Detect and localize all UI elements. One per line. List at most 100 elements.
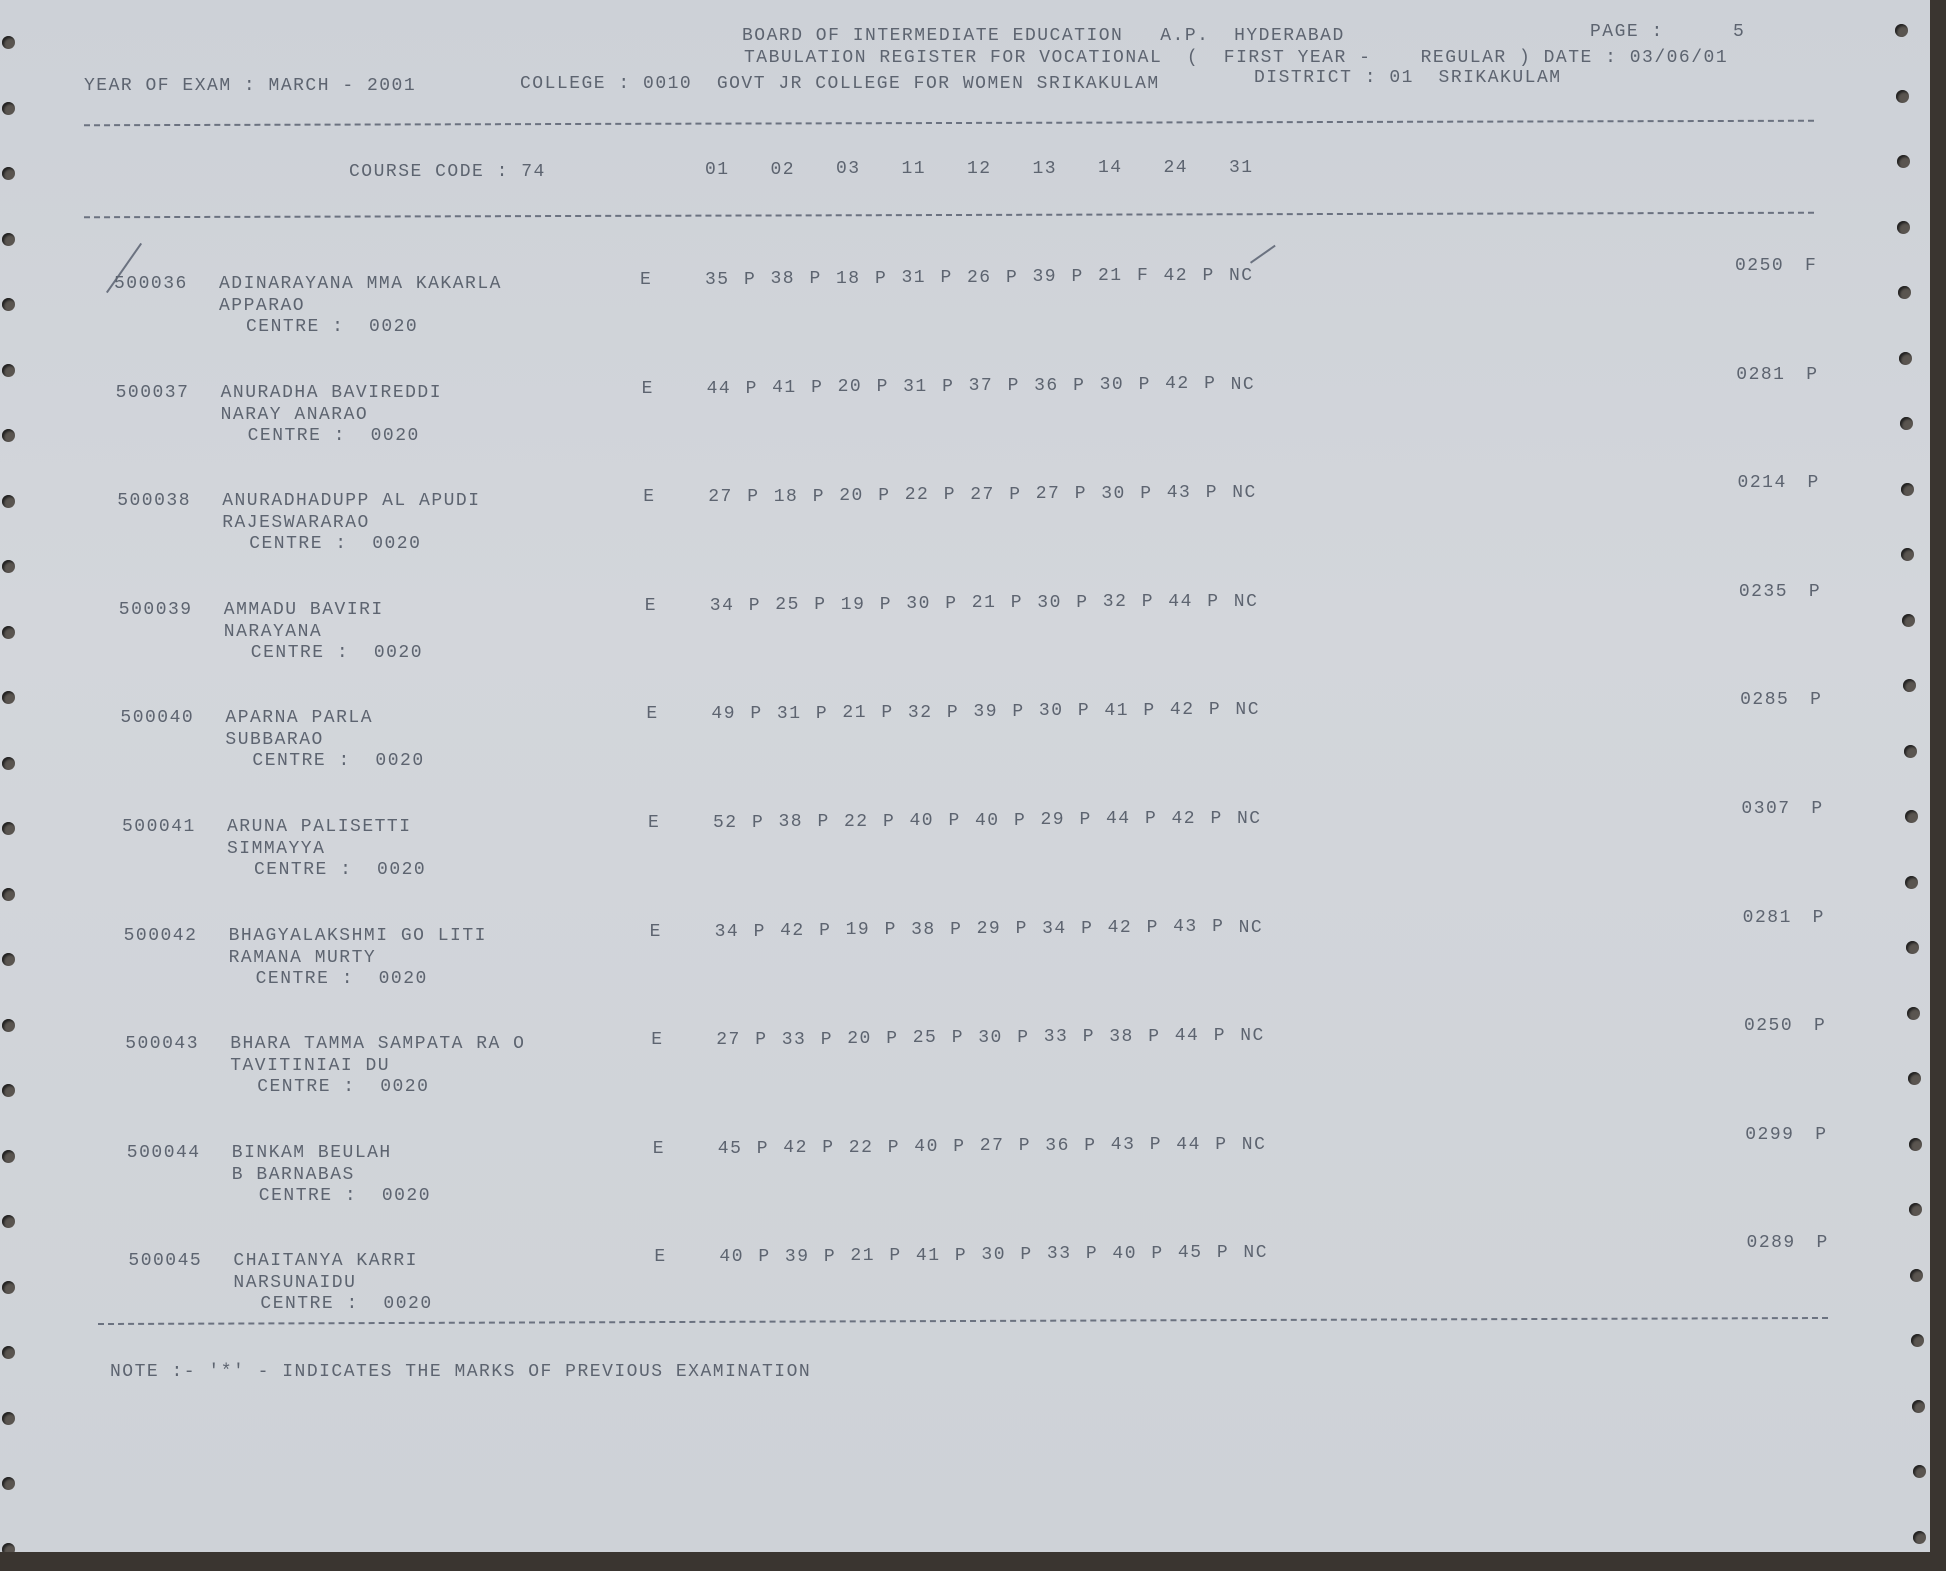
subject-mark: 18 (836, 268, 861, 289)
subject-mark: 34 (714, 921, 740, 942)
page-number: 5 (1733, 22, 1746, 42)
subject-mark: 30 (1101, 483, 1126, 504)
board-title: BOARD OF INTERMEDIATE EDUCATION A.P. HYD… (742, 26, 1345, 46)
feed-hole-icon (1897, 220, 1911, 234)
tabulation-register-sheet: BOARD OF INTERMEDIATE EDUCATION A.P. HYD… (0, 0, 1930, 1552)
feed-hole-icon (2, 232, 15, 246)
feed-hole-icon (1909, 1203, 1923, 1216)
student-name: CHAITANYA KARRI (233, 1251, 418, 1272)
subject-result: P (876, 377, 889, 398)
feed-hole-icon (1900, 482, 1914, 496)
feed-hole-icon (1912, 1465, 1926, 1478)
subject-result: P (1015, 919, 1028, 940)
subject-mark: 30 (978, 1027, 1003, 1048)
feed-hole-icon (1896, 155, 1910, 168)
hall-ticket-number: 500041 (122, 817, 196, 837)
feed-hole-icon (2, 560, 15, 573)
feed-hole-icon (2, 363, 15, 377)
subject-result: P (819, 921, 832, 941)
subject-result: P (814, 595, 827, 616)
feed-hole-icon (2, 167, 15, 180)
feed-hole-icon (2, 1215, 15, 1228)
subject-result: P (1076, 592, 1089, 613)
subject-mark: 40 (975, 810, 1000, 831)
father-name: NARAYANA (223, 621, 323, 642)
student-name: BINKAM BEULAH (231, 1142, 392, 1163)
subject-code: 11 (901, 159, 927, 180)
subject-mark: 38 (778, 812, 804, 833)
father-name: SUBBARAO (225, 730, 324, 751)
subject-mark: 45 (717, 1138, 743, 1159)
subject-mark: 20 (837, 377, 863, 398)
subject-result: P (1149, 1135, 1163, 1156)
subject-mark: 39 (973, 702, 998, 722)
student-name: BHARA TAMMA SAMPATA RA O (230, 1034, 526, 1055)
subject-mark: 29 (976, 919, 1002, 940)
subject-result: P (1138, 375, 1151, 395)
student-name: ARUNA PALISETTI (227, 817, 412, 837)
subject-mark: 52 (713, 813, 738, 833)
feed-hole-icon (1904, 810, 1918, 823)
subject-mark: 34 (709, 595, 735, 616)
father-name: B BARNABAS (231, 1164, 355, 1185)
subject-result: P (817, 812, 830, 833)
feed-hole-icon (2, 1149, 15, 1163)
medium: E (651, 1030, 664, 1051)
subject-mark: 30 (1037, 592, 1062, 613)
subject-mark: 40 (1112, 1243, 1137, 1264)
subject-result: P (1216, 1243, 1230, 1264)
subject-result: P (948, 811, 961, 832)
medium: E (649, 921, 662, 942)
subject-result: P (748, 595, 762, 616)
feed-hole-icon (1911, 1399, 1925, 1413)
subject-mark: 42 (780, 921, 805, 941)
register-title: TABULATION REGISTER FOR VOCATIONAL ( FIR… (744, 48, 1729, 68)
feed-hole-icon (2, 1346, 15, 1359)
subject-mark: 32 (1102, 592, 1128, 613)
subject-mark: 32 (907, 702, 933, 723)
total-marks: 0281 (1736, 364, 1786, 385)
feed-hole-icon (1899, 351, 1912, 365)
subject-result: P (1018, 1136, 1032, 1157)
centre: CENTRE : 0020 (260, 1294, 433, 1315)
centre: CENTRE : 0020 (254, 860, 427, 880)
subject-mark: 22 (904, 485, 930, 506)
subject-result: P (887, 1137, 901, 1158)
subject-mark: 30 (906, 594, 931, 614)
subject-result: P (1140, 483, 1153, 504)
student-name: ANURADHADUPP AL APUDI (222, 491, 481, 512)
nc-column: NC (1229, 266, 1254, 286)
subject-mark: 21 (842, 703, 867, 724)
subject-result: P (951, 1028, 964, 1049)
subject-result: P (1006, 267, 1019, 288)
subject-mark: 21 (1098, 266, 1123, 287)
subject-mark: 27 (708, 487, 733, 508)
total-marks: 0250 (1743, 1016, 1794, 1037)
subject-code: 31 (1229, 157, 1254, 178)
feed-hole-icon (1906, 941, 1920, 954)
subject-result: P (1215, 1134, 1228, 1155)
subject-mark: 20 (847, 1029, 872, 1049)
subject-result: P (815, 703, 829, 724)
subject-mark: 25 (912, 1028, 938, 1049)
hall-ticket-number: 500038 (117, 491, 191, 512)
final-result: P (1811, 799, 1824, 819)
subject-mark: 38 (911, 919, 936, 940)
subject-result: F (1137, 266, 1150, 287)
medium: E (644, 595, 658, 616)
subject-result: P (1009, 484, 1022, 505)
total-marks: 0307 (1741, 799, 1791, 819)
subject-mark: 33 (1043, 1027, 1069, 1048)
subject-result: P (943, 485, 956, 506)
subject-result: P (1081, 918, 1094, 939)
subject-mark: 44 (706, 378, 732, 399)
subject-mark: 21 (850, 1246, 875, 1267)
final-result: P (1816, 1233, 1829, 1254)
nc-column: NC (1243, 1243, 1268, 1264)
subject-code: 13 (1032, 158, 1058, 179)
final-result: P (1806, 364, 1819, 385)
subject-result: P (1012, 702, 1025, 722)
page-label: PAGE : (1590, 22, 1664, 42)
subject-result: P (823, 1246, 837, 1267)
subject-mark: 44 (1174, 1026, 1200, 1046)
